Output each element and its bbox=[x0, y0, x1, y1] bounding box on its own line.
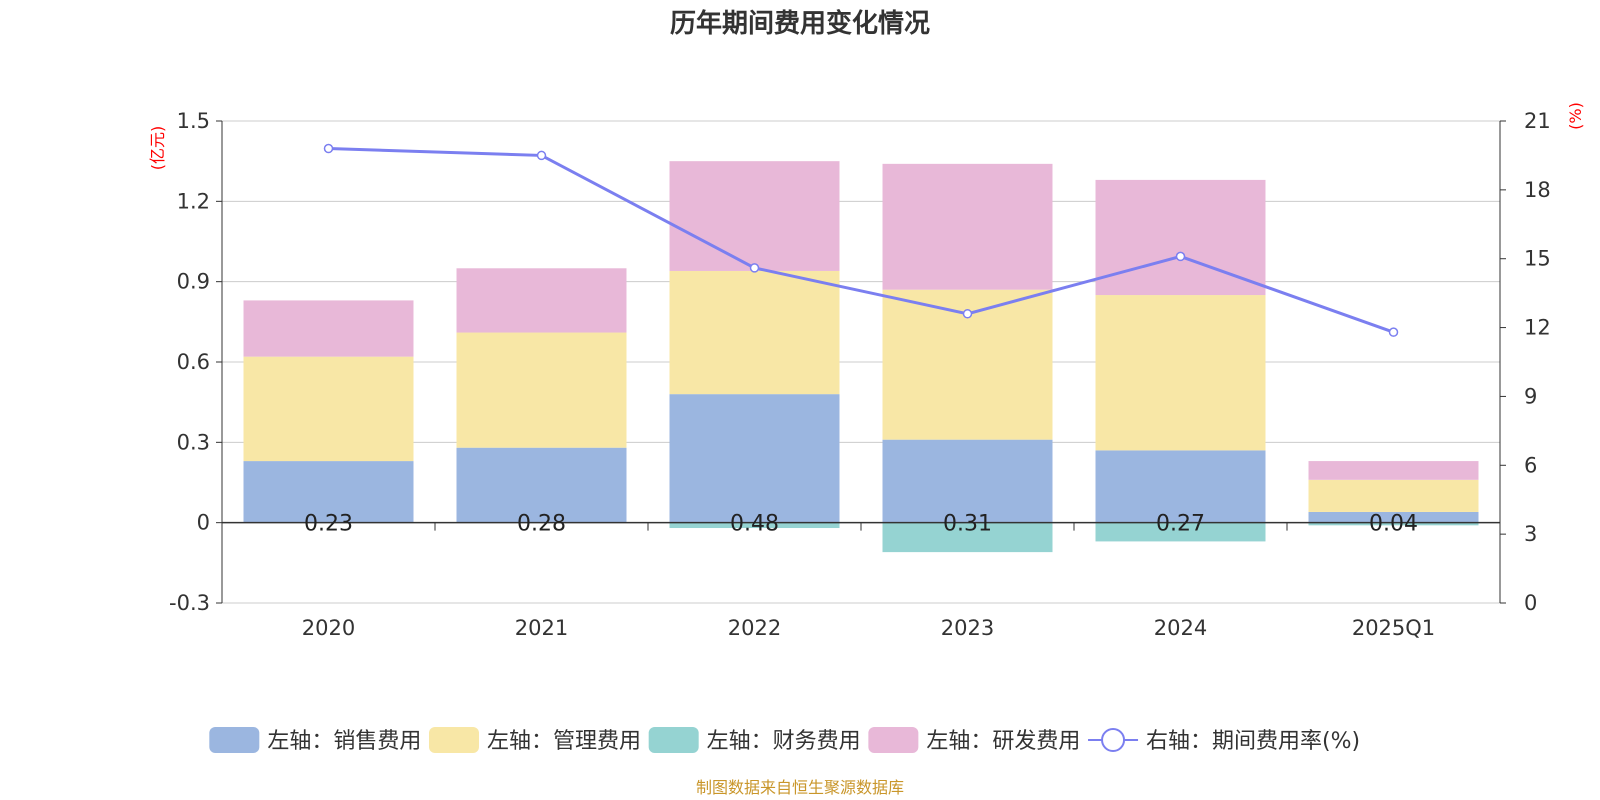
left-axis-unit: (亿元) bbox=[148, 126, 167, 171]
legend-label: 左轴：管理费用 bbox=[487, 729, 641, 754]
legend-label: 左轴：销售费用 bbox=[267, 729, 421, 754]
bar-研发费用-2023 bbox=[882, 163, 1053, 290]
data-label: 0.23 bbox=[304, 512, 353, 537]
category-label: 2024 bbox=[1154, 616, 1207, 640]
data-labels: 0.23 0.28 0.48 0.31 0.27 0.04 bbox=[304, 512, 1418, 537]
bar-财务费用-2024 bbox=[1095, 522, 1266, 542]
rate-line-path bbox=[328, 147, 1395, 334]
category-label: 2020 bbox=[302, 616, 355, 640]
left-tick-label: 1.5 bbox=[177, 109, 210, 133]
bar-销售费用-2025Q1 bbox=[1308, 511, 1479, 523]
bar-管理费用-2020 bbox=[243, 356, 414, 462]
legend-swatch bbox=[429, 727, 479, 753]
rate-point bbox=[323, 143, 334, 154]
legend-swatch bbox=[868, 727, 919, 753]
bar-管理费用-2024 bbox=[1095, 295, 1266, 451]
bar-销售费用-2024 bbox=[1095, 450, 1266, 523]
bar-研发费用-2022 bbox=[669, 161, 840, 271]
legend-label: 左轴：财务费用 bbox=[707, 729, 861, 754]
bar-财务费用-2022 bbox=[669, 522, 840, 529]
category-label: 2025Q1 bbox=[1352, 616, 1435, 640]
bars bbox=[243, 161, 1479, 553]
category-label: 2022 bbox=[728, 616, 781, 640]
left-tick-label: -0.3 bbox=[169, 591, 210, 615]
rate-point bbox=[536, 150, 547, 161]
right-tick-label: 21 bbox=[1524, 109, 1551, 133]
bar-研发费用-2025Q1 bbox=[1308, 461, 1479, 480]
chart-title: 历年期间费用变化情况 bbox=[670, 8, 930, 39]
data-label: 0.27 bbox=[1156, 512, 1205, 537]
data-label: 0.31 bbox=[943, 512, 992, 537]
left-tick-label: 0 bbox=[197, 511, 210, 535]
left-tick-label: 0.3 bbox=[177, 430, 210, 454]
left-tick-label: 0.9 bbox=[177, 270, 210, 294]
bar-管理费用-2022 bbox=[669, 270, 840, 395]
bar-研发费用-2021 bbox=[456, 268, 627, 333]
data-label: 0.48 bbox=[730, 512, 779, 537]
rate-point bbox=[749, 263, 760, 273]
rate-line bbox=[323, 143, 1399, 337]
right-tick-label: 15 bbox=[1524, 247, 1551, 271]
legend-swatch bbox=[648, 727, 699, 753]
left-tick-label: 1.2 bbox=[177, 189, 210, 213]
legend-label: 左轴：研发费用 bbox=[926, 729, 1080, 754]
right-tick-label: 6 bbox=[1524, 453, 1537, 477]
bar-销售费用-2021 bbox=[456, 447, 627, 523]
bar-研发费用-2020 bbox=[243, 300, 414, 357]
bar-财务费用-2025Q1 bbox=[1308, 522, 1479, 526]
right-axis-unit: (%) bbox=[1566, 102, 1585, 130]
data-label: 0.28 bbox=[517, 512, 566, 537]
rate-point bbox=[1175, 251, 1186, 262]
axes: -0.3 0 0.3 0.6 0.9 1.2 1.5 0 3 6 9 12 15 18 21 2020 2021… bbox=[169, 109, 1551, 640]
legend: 左轴：销售费用 左轴：管理费用 左轴：财务费用 左轴：研发费用 右轴：期间费用率(%) bbox=[209, 727, 1360, 754]
right-tick-label: 3 bbox=[1524, 522, 1537, 546]
right-tick-label: 18 bbox=[1524, 178, 1551, 202]
category-label: 2021 bbox=[515, 616, 568, 640]
legend-label: 右轴：期间费用率(%) bbox=[1146, 729, 1360, 754]
legend-swatch-marker bbox=[1101, 728, 1126, 752]
data-label: 0.04 bbox=[1369, 512, 1418, 537]
bar-销售费用-2022 bbox=[669, 394, 840, 523]
legend-swatch bbox=[209, 727, 260, 753]
right-tick-label: 12 bbox=[1524, 316, 1551, 340]
rate-point bbox=[1388, 327, 1399, 337]
bar-销售费用-2023 bbox=[882, 439, 1053, 523]
right-tick-label: 0 bbox=[1524, 591, 1537, 615]
right-tick-label: 9 bbox=[1524, 384, 1537, 408]
bar-管理费用-2021 bbox=[456, 332, 627, 448]
category-label: 2023 bbox=[941, 616, 994, 640]
bar-财务费用-2023 bbox=[882, 522, 1053, 553]
bar-管理费用-2025Q1 bbox=[1308, 479, 1479, 512]
bar-销售费用-2020 bbox=[243, 461, 414, 523]
rate-point bbox=[962, 309, 973, 319]
source-note: 制图数据来自恒生聚源数据库 bbox=[696, 778, 904, 797]
grid bbox=[222, 120, 1500, 604]
left-tick-label: 0.6 bbox=[177, 350, 210, 374]
